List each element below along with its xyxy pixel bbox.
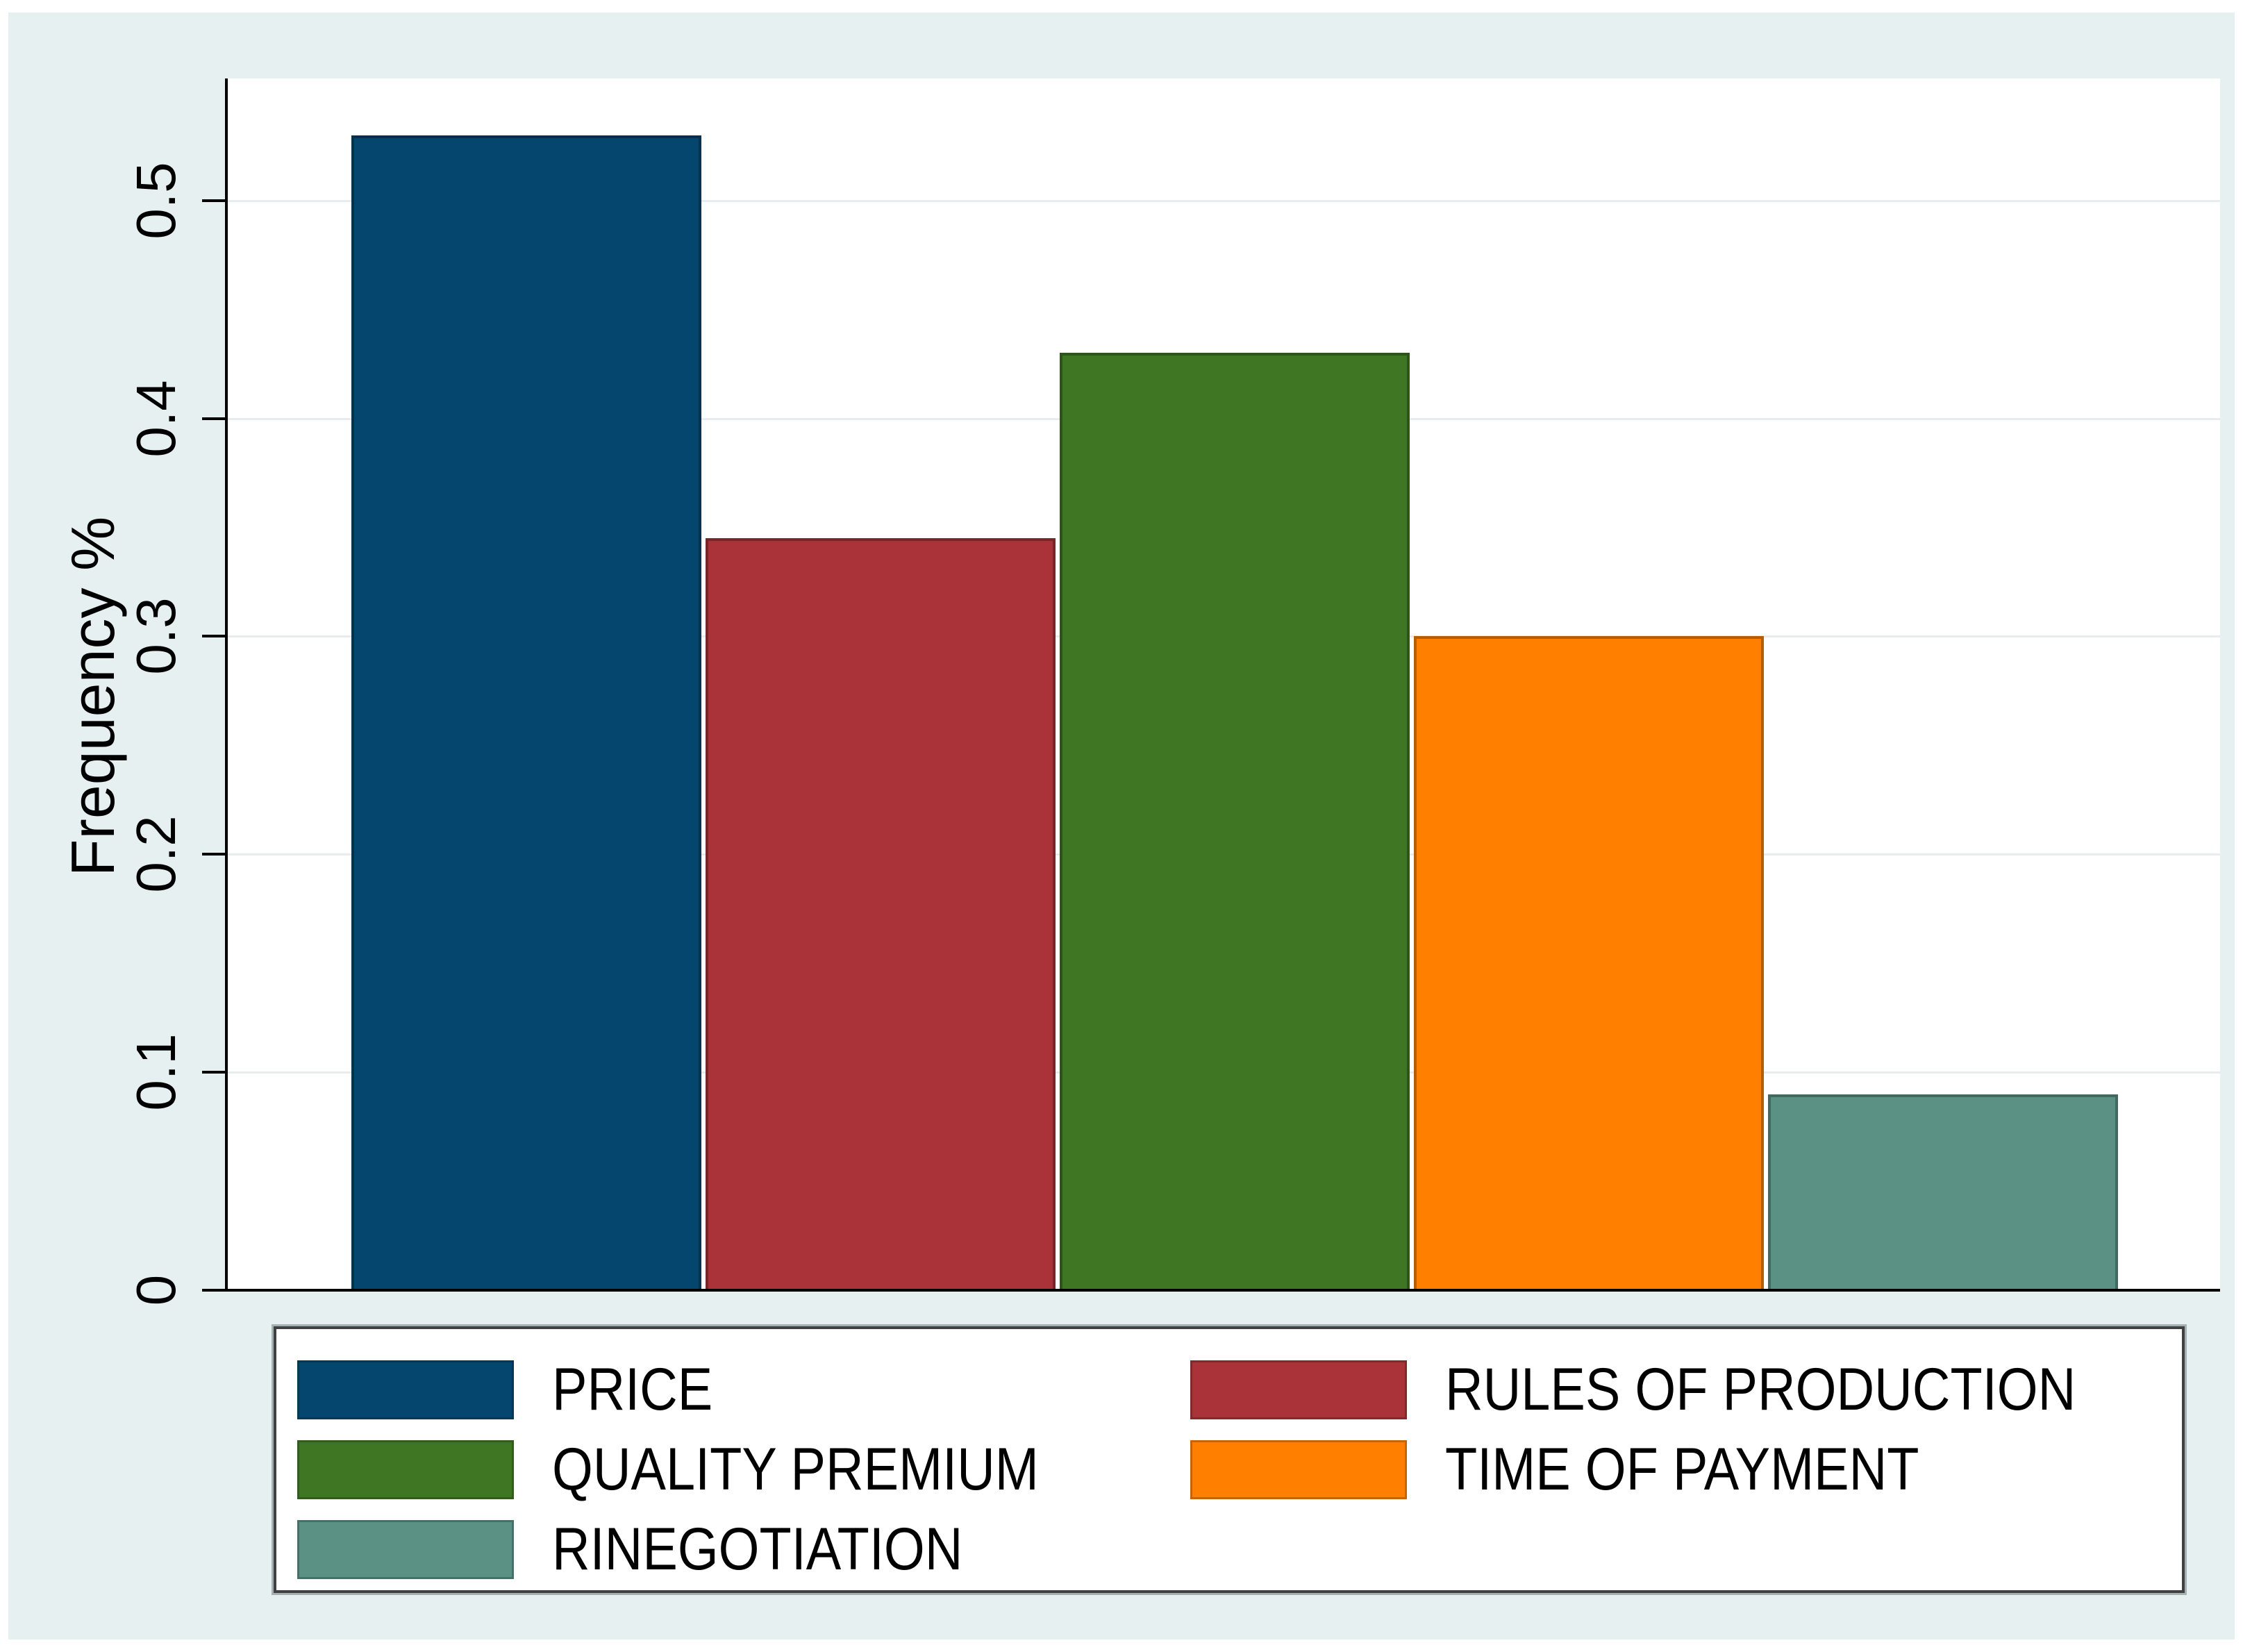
legend-grid: PRICE RULES OF PRODUCTION QUALITY PREMIUM T… (276, 1329, 2182, 1590)
legend-item-rinegotiation: RINEGOTIATION (297, 1510, 1190, 1590)
legend-box: PRICE RULES OF PRODUCTION QUALITY PREMIUM T… (272, 1324, 2187, 1595)
legend-item-quality-premium: QUALITY PREMIUM (297, 1430, 1190, 1510)
y-tick-0.4 (202, 417, 228, 420)
y-tick-0.3 (202, 635, 228, 637)
y-axis-line (225, 78, 228, 1292)
bar-price (351, 135, 701, 1290)
legend-swatch-time-of-payment (1190, 1440, 1407, 1499)
y-tick-label-0: 0 (125, 1274, 187, 1306)
bar-rinegotiation (1768, 1094, 2118, 1290)
bar-quality-premium (1060, 353, 1410, 1290)
legend-label: TIME OF PAYMENT (1445, 1436, 1919, 1503)
legend-item-price: PRICE (297, 1350, 1190, 1430)
legend-label: RULES OF PRODUCTION (1445, 1356, 2076, 1423)
chart-canvas: 0 0.1 0.2 0.3 0.4 0.5 Frequency % PRICE RULES … (8, 12, 2235, 1640)
y-tick-0.2 (202, 853, 228, 856)
y-tick-0.1 (202, 1071, 228, 1074)
y-tick-0 (202, 1289, 228, 1292)
y-tick-label-0.4: 0.4 (125, 380, 187, 458)
legend-swatch-quality-premium (297, 1440, 514, 1499)
y-tick-0.5 (202, 199, 228, 202)
bar-time-of-payment (1414, 636, 1764, 1290)
legend-swatch-rules-of-production (1190, 1360, 1407, 1419)
legend-swatch-rinegotiation (297, 1520, 514, 1579)
legend-item-time-of-payment: TIME OF PAYMENT (1190, 1430, 2182, 1510)
legend-swatch-price (297, 1360, 514, 1419)
bar-rules-of-production (706, 538, 1056, 1290)
y-tick-label-0.3: 0.3 (125, 597, 187, 675)
x-axis-line (202, 1289, 2220, 1292)
legend-label: RINEGOTIATION (552, 1516, 963, 1583)
y-tick-label-0.1: 0.1 (125, 1033, 187, 1111)
legend-label: PRICE (552, 1356, 713, 1423)
legend-item-rules-of-production: RULES OF PRODUCTION (1190, 1350, 2182, 1430)
y-tick-label-0.2: 0.2 (125, 815, 187, 893)
y-axis-title: Frequency % (58, 516, 127, 877)
gridline-0.5 (227, 200, 2220, 202)
y-tick-label-0.5: 0.5 (125, 162, 187, 240)
legend-label: QUALITY PREMIUM (552, 1436, 1039, 1503)
